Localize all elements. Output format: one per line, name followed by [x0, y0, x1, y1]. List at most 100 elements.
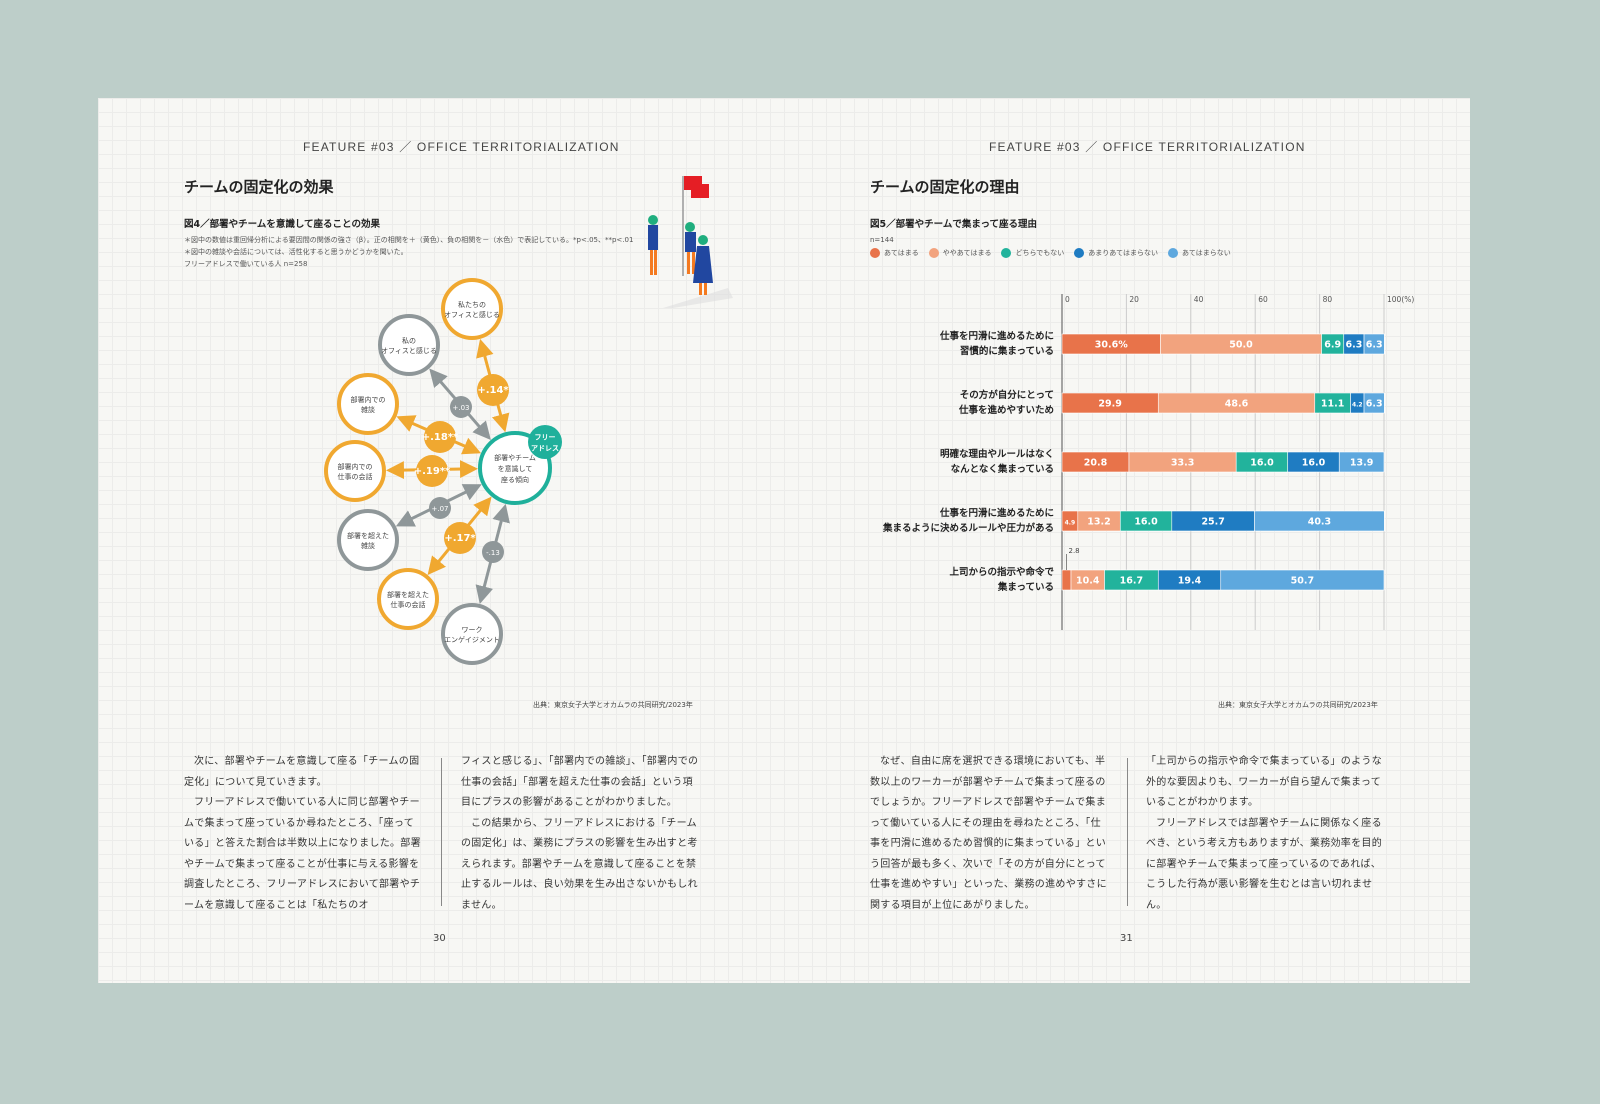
diagram-node-label: 私たちのオフィスと感じる — [444, 300, 500, 319]
diagram-node-label: 私のオフィスと感じる — [381, 336, 437, 355]
free-address-badge — [528, 425, 562, 459]
legend-label: ややあてはまる — [942, 249, 992, 257]
x-tick-label: 80 — [1323, 295, 1333, 304]
legend-swatch — [1074, 248, 1085, 258]
coefficient-badge — [482, 541, 504, 563]
bar-segment — [1338, 451, 1385, 473]
legend-item: あてはまる — [870, 248, 919, 258]
bar-category-label: 上司からの指示や命令で 集まっている — [949, 567, 1054, 593]
data-label: 19.4 — [1178, 576, 1202, 587]
note-3: フリーアドレスで働いている人 n=258 — [184, 260, 308, 268]
page-title-right: チームの固定化の理由 — [870, 178, 1020, 196]
coefficient-label: +.17* — [444, 533, 476, 544]
source-right: 出典：東京女子大学とオカムラの共同研究/2023年 — [1218, 701, 1378, 709]
legend-label: どちらでもない — [1015, 249, 1065, 257]
data-label: 13.9 — [1350, 458, 1373, 469]
page-number-right: 31 — [1120, 933, 1133, 944]
coefficient-label: +.03 — [453, 404, 470, 412]
note-1: ＊図中の数値は重回帰分析による要因間の関係の強さ（β）。正の相関を＋（黄色）、負… — [184, 236, 634, 244]
data-label: 2.8 — [1069, 547, 1080, 555]
bar-category-label: 明確な理由やルールはなく なんとなく集まっている — [939, 449, 1054, 475]
diagram-node — [441, 603, 503, 665]
data-label: 50.0 — [1229, 340, 1253, 351]
data-label: 30.6% — [1095, 340, 1128, 351]
magazine-spread: FEATURE #03 ／ OFFICE TERRITORIALIZATION … — [98, 98, 1470, 983]
column-divider — [441, 758, 442, 906]
data-label: 4.2 — [1352, 402, 1363, 409]
data-label: 16.7 — [1120, 576, 1143, 587]
chart-legend: あてはまる ややあてはまる どちらでもない あまりあてはまらない あてはまらない — [870, 248, 1231, 258]
bar-segment — [1061, 569, 1072, 591]
stacked-bar-chart: 0 20 40 60 80 100(%) 30.6% 50.0 6.9 6.3 6.3 29.9 48.… — [1061, 294, 1414, 630]
data-label: 29.9 — [1098, 399, 1121, 410]
center-node-label: 部署やチームを意識して座る傾向 — [494, 453, 536, 484]
legend-label: あてはまる — [884, 249, 919, 257]
x-tick-label: 40 — [1194, 295, 1204, 304]
diagram-node — [324, 440, 386, 502]
diagram-node — [441, 278, 503, 340]
diagram-node-label: 部署内での雑談 — [351, 395, 386, 414]
coefficient-badge — [429, 497, 451, 519]
coefficient-badge — [444, 522, 476, 554]
column-divider — [1127, 758, 1128, 906]
data-label: 48.6 — [1225, 399, 1249, 410]
bar-category-label: 仕事を円滑に進めるために 集まるように決めるルールや圧力がある — [882, 508, 1054, 534]
page-title-left: チームの固定化の効果 — [184, 178, 334, 196]
running-header-right: FEATURE #03 ／ OFFICE TERRITORIALIZATION — [989, 140, 1306, 154]
diagram-node — [337, 509, 399, 571]
regression-diagram: 私たちのオフィスと感じる +.14* 私のオフィスと感じる +.03 部署内での雑談 +.… — [324, 278, 562, 665]
figure-5-title: 図5／部署やチームで集まって座る理由 — [870, 219, 1037, 230]
bar-segment — [1254, 510, 1385, 532]
figure-4-notes: ＊図中の数値は重回帰分析による要因間の関係の強さ（β）。正の相関を＋（黄色）、負… — [184, 234, 633, 270]
data-label: 6.3 — [1366, 340, 1383, 351]
coefficient-badge — [424, 421, 456, 453]
paragraph: フリーアドレスでは部署やチームに関係なく座るべき、という考え方もありますが、業務… — [1146, 817, 1382, 911]
sample-size: n=144 — [870, 236, 894, 244]
diagram-node-label: ワークエンゲイジメント — [444, 626, 500, 644]
paragraph: 次に、部署やチームを意識して座る「チームの固定化」について見ていきます。 — [184, 756, 420, 788]
data-label: 33.3 — [1171, 458, 1194, 469]
coefficient-label: +.18** — [422, 432, 459, 443]
source-left: 出典：東京女子大学とオカムラの共同研究/2023年 — [533, 701, 693, 709]
free-address-label: フリーアドレス — [531, 434, 559, 453]
bar-category-label: その方が自分にとって 仕事を進めやすいため — [958, 390, 1054, 416]
paragraph: 「上司からの指示や命令で集まっている」のような外的な要因よりも、ワーカーが自ら望… — [1146, 756, 1382, 808]
legend-item: ややあてはまる — [928, 248, 992, 258]
diagram-node — [337, 373, 399, 435]
bar-segment — [1220, 569, 1385, 591]
data-label: 25.7 — [1201, 517, 1224, 528]
legend-item: あまりあてはまらない — [1074, 248, 1158, 258]
data-label: 16.0 — [1250, 458, 1274, 469]
coefficient-badge — [416, 455, 448, 487]
bar-segment — [1363, 333, 1385, 355]
legend-swatch — [870, 248, 880, 258]
coefficient-badge — [450, 396, 472, 418]
legend-swatch — [928, 248, 939, 258]
note-2: ＊図中の雑談や会話については、活性化すると思うかどうかを聞いた。 — [184, 248, 408, 256]
x-tick-label: 100(%) — [1387, 295, 1414, 304]
page-number-left: 30 — [433, 933, 446, 944]
body-column-3: なぜ、自由に席を選択できる環境においても、半数以上のワーカーが部署やチームで集ま… — [870, 752, 1108, 916]
diagram-node — [378, 314, 440, 376]
legend-label: あてはまらない — [1182, 249, 1231, 257]
legend-swatch — [1168, 248, 1178, 258]
legend-swatch — [1001, 248, 1012, 258]
diagram-node — [377, 568, 439, 630]
legend-label: あまりあてはまらない — [1088, 249, 1158, 257]
coefficient-label: +.14* — [477, 385, 509, 396]
data-label: 40.3 — [1308, 517, 1331, 528]
paragraph: フリーアドレスで働いている人に同じ部署やチームで集まって座っているか尋ねたところ… — [184, 797, 421, 911]
figure-4-title: 図4／部署やチームを意識して座ることの効果 — [184, 219, 380, 230]
x-tick-label: 0 — [1065, 295, 1070, 304]
data-label: 10.4 — [1076, 576, 1100, 587]
diagram-node-label: 部署を超えた仕事の会話 — [387, 590, 429, 609]
body-column-2: フィスと感じる」、「部署内での雑談」、「部署内での仕事の会話」「部署を超えた仕事… — [461, 752, 699, 916]
x-tick-label: 60 — [1258, 295, 1268, 304]
x-tick-label: 20 — [1129, 295, 1139, 304]
bar-segment — [1363, 392, 1385, 414]
legend-item: どちらでもない — [1001, 248, 1064, 258]
coefficient-label: +.07 — [432, 505, 449, 513]
paragraph: なぜ、自由に席を選択できる環境においても、半数以上のワーカーが部署やチームで集ま… — [870, 756, 1107, 911]
data-label: 6.9 — [1324, 340, 1341, 351]
body-column-4: 「上司からの指示や命令で集まっている」のような外的な要因よりも、ワーカーが自ら望… — [1146, 752, 1384, 916]
